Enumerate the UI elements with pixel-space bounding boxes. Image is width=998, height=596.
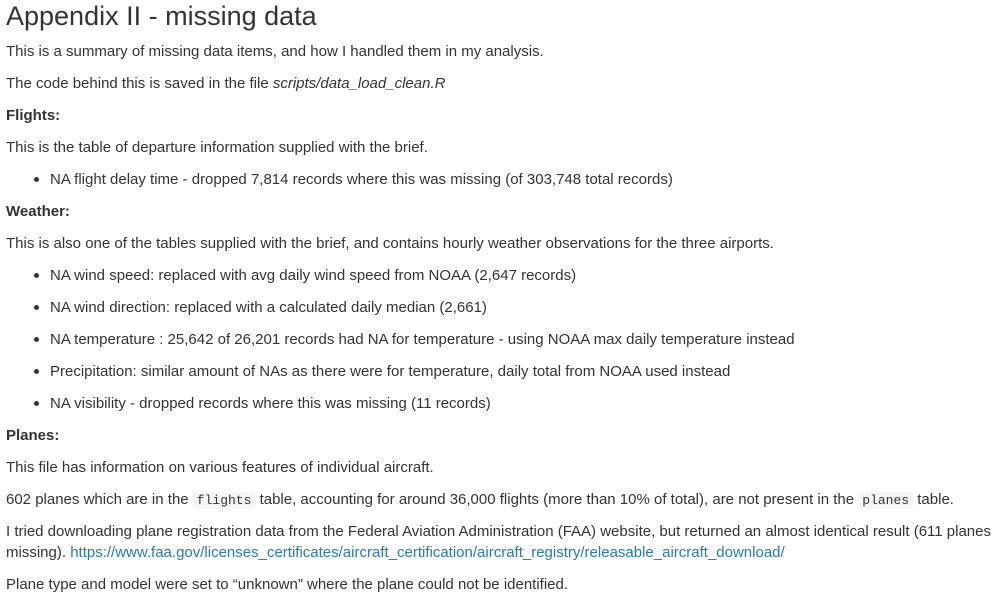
weather-description: This is also one of the tables supplied … [6, 233, 774, 254]
list-item: NA flight delay time - dropped 7,814 rec… [50, 169, 673, 190]
code-location-prefix: The code behind this is saved in the fil… [6, 75, 273, 92]
faa-download-link[interactable]: https://www.faa.gov/licenses_certificate… [70, 544, 785, 561]
flights-heading: Flights: [6, 105, 60, 126]
list-item: NA temperature : 25,642 of 26,201 record… [50, 329, 795, 350]
list-item: NA wind direction: replaced with a calcu… [50, 297, 487, 318]
faa-paragraph: I tried downloading plane registration d… [6, 521, 996, 563]
planes-missing-text-3: table. [913, 491, 954, 508]
flights-description: This is the table of departure informati… [6, 137, 428, 158]
weather-heading: Weather: [6, 201, 70, 222]
unknown-paragraph: Plane type and model were set to “unknow… [6, 574, 568, 595]
planes-missing-text-1: 602 planes which are in the [6, 491, 193, 508]
code-location-paragraph: The code behind this is saved in the fil… [6, 73, 445, 94]
code-file-name: scripts/data_load_clean.R [273, 75, 446, 92]
planes-missing-paragraph: 602 planes which are in the flights tabl… [6, 489, 954, 511]
flights-code-inline: flights [193, 492, 256, 509]
page-title: Appendix II - missing data [6, 0, 317, 32]
planes-missing-text-2: table, accounting for around 36,000 flig… [255, 491, 858, 508]
list-item: Precipitation: similar amount of NAs as … [50, 361, 730, 382]
intro-paragraph: This is a summary of missing data items,… [6, 41, 544, 62]
planes-heading: Planes: [6, 425, 59, 446]
list-item: NA wind speed: replaced with avg daily w… [50, 265, 576, 286]
planes-description: This file has information on various fea… [6, 457, 434, 478]
list-item: NA visibility - dropped records where th… [50, 393, 491, 414]
planes-code-inline: planes [858, 492, 913, 509]
